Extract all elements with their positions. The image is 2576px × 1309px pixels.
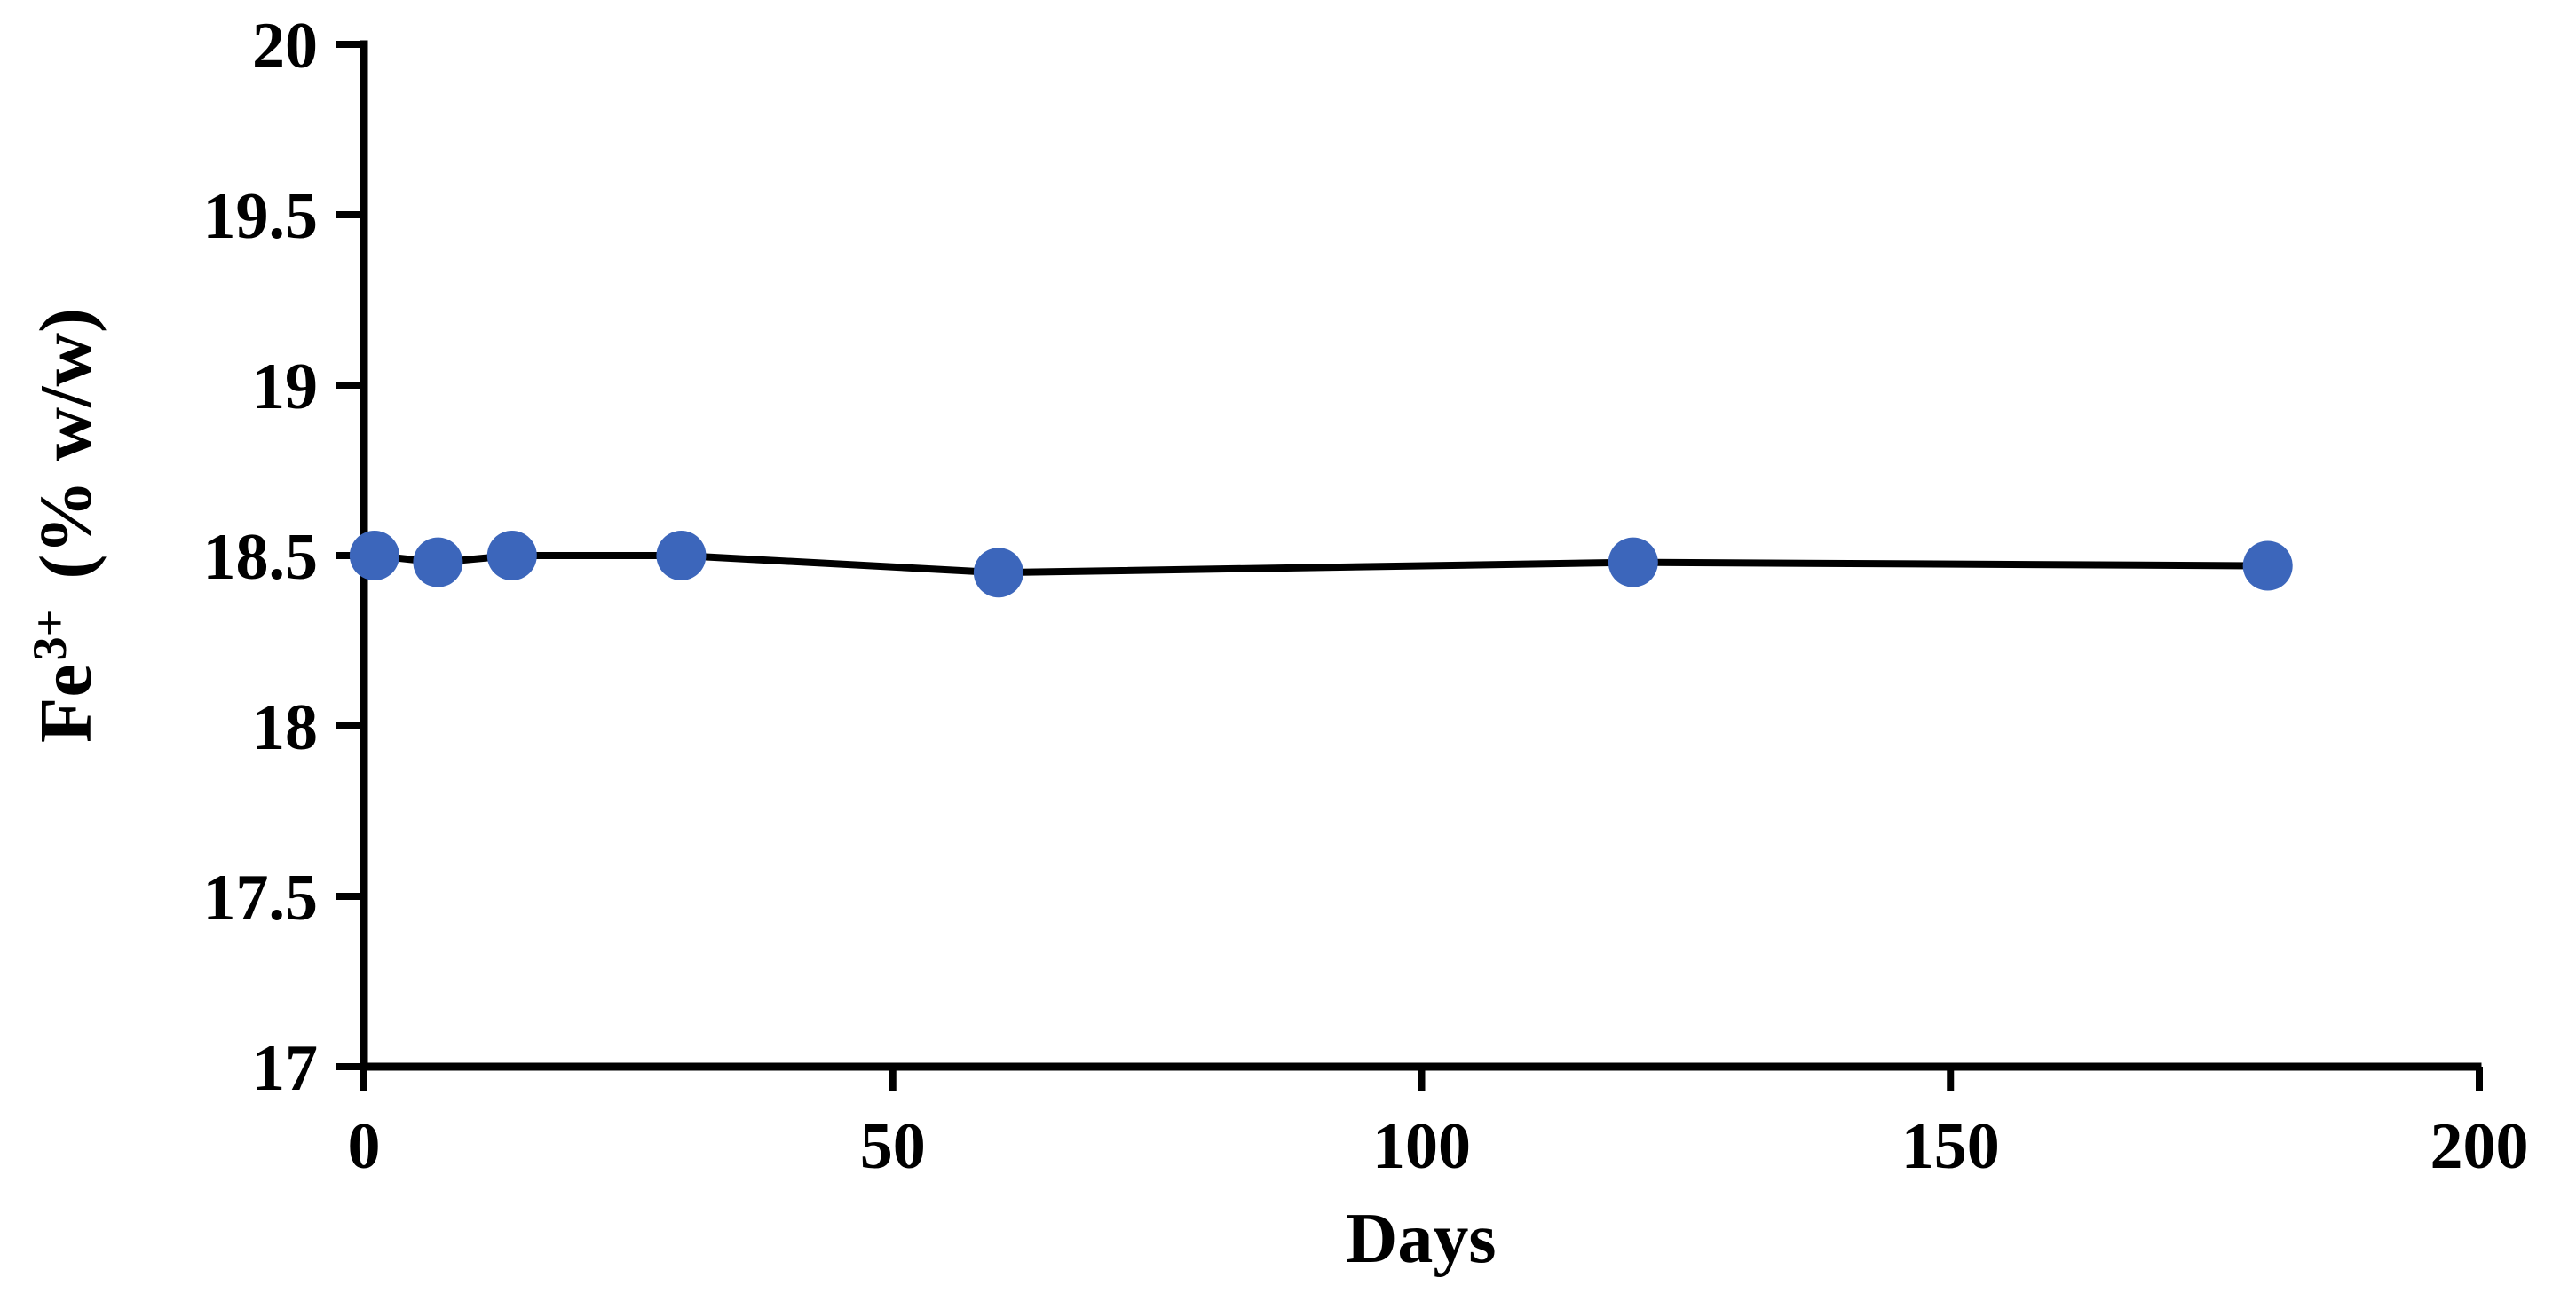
x-axis-title: Days — [1347, 1200, 1497, 1278]
data-point — [1608, 537, 1658, 587]
data-point — [349, 531, 399, 580]
data-point — [413, 537, 463, 587]
x-axis-ticks: 0 50 100 150 200 — [348, 1067, 2529, 1183]
y-tick-label: 19.5 — [203, 180, 319, 253]
x-tick-label: 0 — [348, 1110, 381, 1183]
x-tick-label: 150 — [1901, 1110, 2000, 1183]
data-point — [656, 531, 707, 580]
x-tick-label: 100 — [1372, 1110, 1471, 1183]
y-tick-label: 17 — [252, 1032, 318, 1105]
y-tick-label: 19 — [252, 351, 318, 423]
y-tick-label: 20 — [252, 10, 318, 83]
data-series — [349, 531, 2293, 598]
y-axis-ticks: 17 17.5 18 18.5 19 19.5 20 — [203, 10, 364, 1105]
data-point — [486, 531, 537, 580]
data-point — [973, 548, 1023, 598]
x-tick-label: 50 — [860, 1110, 926, 1183]
y-axis-title-base: Fe — [25, 664, 107, 743]
y-tick-label: 17.5 — [203, 862, 319, 934]
data-point — [2242, 540, 2293, 591]
y-axis-title: Fe3+ (% w/w) — [23, 308, 107, 743]
y-axis-title-superscript: 3+ — [23, 610, 76, 661]
y-tick-label: 18 — [252, 691, 318, 764]
y-axis-title-unit: (% w/w) — [25, 308, 107, 580]
y-tick-label: 18.5 — [203, 521, 319, 594]
x-tick-label: 200 — [2430, 1110, 2529, 1183]
